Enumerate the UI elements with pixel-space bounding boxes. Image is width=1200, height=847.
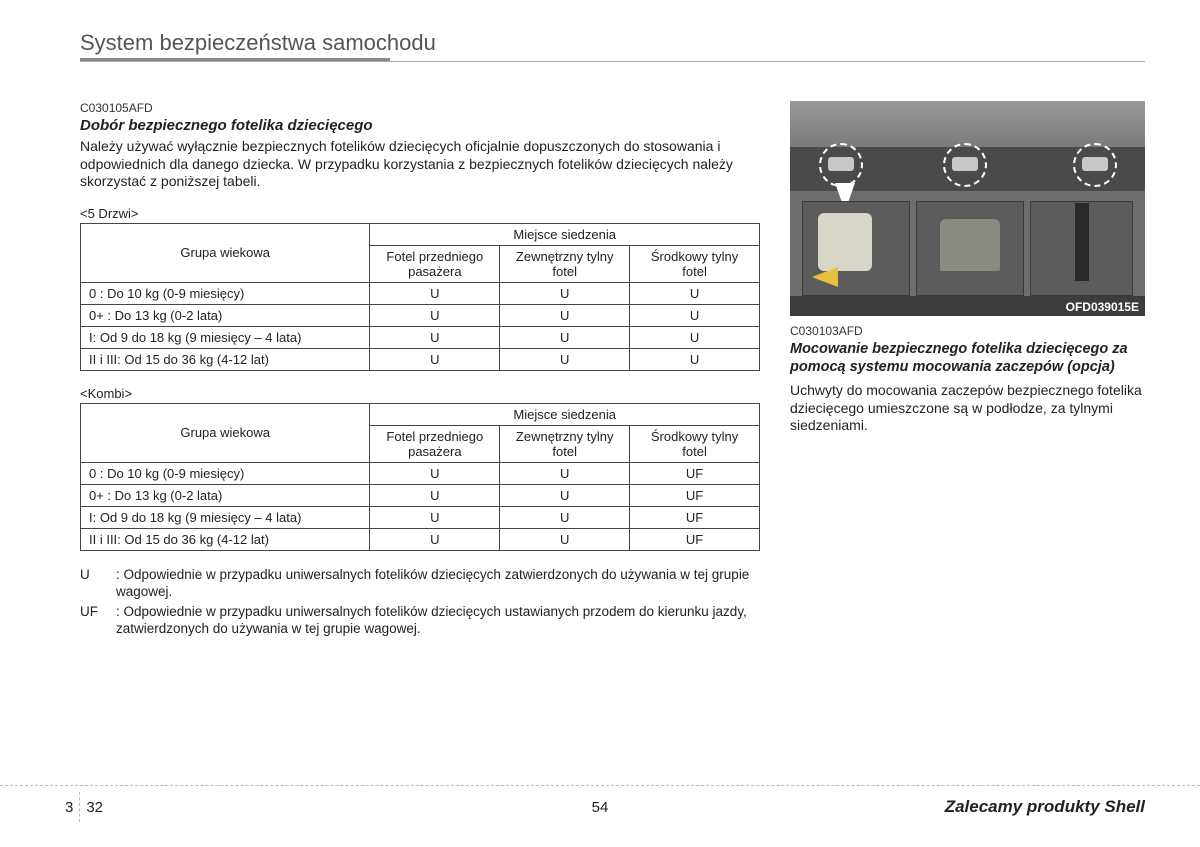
- table2-col0: Fotel przedniego pasażera: [370, 425, 500, 462]
- direction-arrow-icon: [812, 267, 838, 287]
- table-row: I: Od 9 do 18 kg (9 miesięcy – 4 lata) U…: [81, 506, 760, 528]
- legend-uf-key: UF: [80, 603, 116, 638]
- table1: Grupa wiekowa Miejsce siedzenia Fotel pr…: [80, 223, 760, 371]
- table1-group-header: Miejsce siedzenia: [370, 223, 760, 245]
- section2-refcode: C030103AFD: [790, 324, 1145, 338]
- table2-col-age: Grupa wiekowa: [81, 403, 370, 462]
- tether-anchor-diagram: OFD039015E: [790, 101, 1145, 316]
- anchor-point-icon: [952, 157, 978, 171]
- anchor-point-icon: [828, 157, 854, 171]
- table2-label: <Kombi>: [80, 386, 760, 401]
- page-number: 32: [86, 799, 103, 816]
- table2-group-header: Miejsce siedzenia: [370, 403, 760, 425]
- anchor-point-icon: [1082, 157, 1108, 171]
- left-column: C030105AFD Dobór bezpiecznego fotelika d…: [80, 101, 760, 640]
- table2-col2: Środkowy tylny fotel: [630, 425, 760, 462]
- table-row: II i III: Od 15 do 36 kg (4-12 lat) U U …: [81, 528, 760, 550]
- table1-col-age: Grupa wiekowa: [81, 223, 370, 282]
- section1-refcode: C030105AFD: [80, 101, 760, 115]
- right-column: OFD039015E C030103AFD Mocowanie bezpiecz…: [790, 101, 1145, 640]
- footer-center-number: 54: [592, 799, 609, 816]
- chapter-number: 3: [65, 799, 73, 816]
- table-row: I: Od 9 do 18 kg (9 miesięcy – 4 lata) U…: [81, 326, 760, 348]
- page-header: System bezpieczeństwa samochodu: [80, 30, 1145, 66]
- page-header-title: System bezpieczeństwa samochodu: [80, 30, 436, 55]
- legend-row-uf: UF : Odpowiednie w przypadku uniwersalny…: [80, 603, 760, 638]
- table1-label: <5 Drzwi>: [80, 206, 760, 221]
- legend-row-u: U : Odpowiednie w przypadku uniwersalnyc…: [80, 566, 760, 601]
- table2-col1: Zewnętrzny tylny fotel: [500, 425, 630, 462]
- table2: Grupa wiekowa Miejsce siedzenia Fotel pr…: [80, 403, 760, 551]
- child-seat-icon: [818, 213, 872, 271]
- footer-separator: [79, 792, 80, 822]
- legend-u-text: : Odpowiednie w przypadku uniwersalnych …: [116, 566, 760, 601]
- section1-body: Należy używać wyłącznie bezpiecznych fot…: [80, 138, 760, 191]
- table-row: 0+ : Do 13 kg (0-2 lata) U U UF: [81, 484, 760, 506]
- car-top-icon: [940, 219, 1000, 271]
- footer-brand-text: Zalecamy produkty Shell: [945, 797, 1145, 817]
- table1-col2: Środkowy tylny fotel: [630, 245, 760, 282]
- table1-col0: Fotel przedniego pasażera: [370, 245, 500, 282]
- table-row: 0+ : Do 13 kg (0-2 lata) U U U: [81, 304, 760, 326]
- table-row: II i III: Od 15 do 36 kg (4-12 lat) U U …: [81, 348, 760, 370]
- section1-title: Dobór bezpiecznego fotelika dziecięcego: [80, 117, 760, 134]
- section2-body: Uchwyty do mocowania zaczepów bezpieczne…: [790, 382, 1145, 435]
- diagram-top-strip: [790, 101, 1145, 147]
- table1-col1: Zewnętrzny tylny fotel: [500, 245, 630, 282]
- legend-u-key: U: [80, 566, 116, 601]
- header-rule-thin: [80, 61, 1145, 62]
- footer-page-ref: 3 32: [65, 792, 103, 822]
- section2-title: Mocowanie bezpiecznego fotelika dziecięc…: [790, 340, 1145, 376]
- legend-uf-text: : Odpowiednie w przypadku uniwersalnych …: [116, 603, 760, 638]
- table-row: Grupa wiekowa Miejsce siedzenia: [81, 403, 760, 425]
- legend: U : Odpowiednie w przypadku uniwersalnyc…: [80, 566, 760, 638]
- tether-hook-icon: [1075, 203, 1089, 281]
- table-row: Grupa wiekowa Miejsce siedzenia: [81, 223, 760, 245]
- page-footer: 3 32 54 Zalecamy produkty Shell: [0, 785, 1200, 822]
- table-row: 0 : Do 10 kg (0-9 miesięcy) U U U: [81, 282, 760, 304]
- diagram-image-code: OFD039015E: [1066, 300, 1139, 314]
- table-row: 0 : Do 10 kg (0-9 miesięcy) U U UF: [81, 462, 760, 484]
